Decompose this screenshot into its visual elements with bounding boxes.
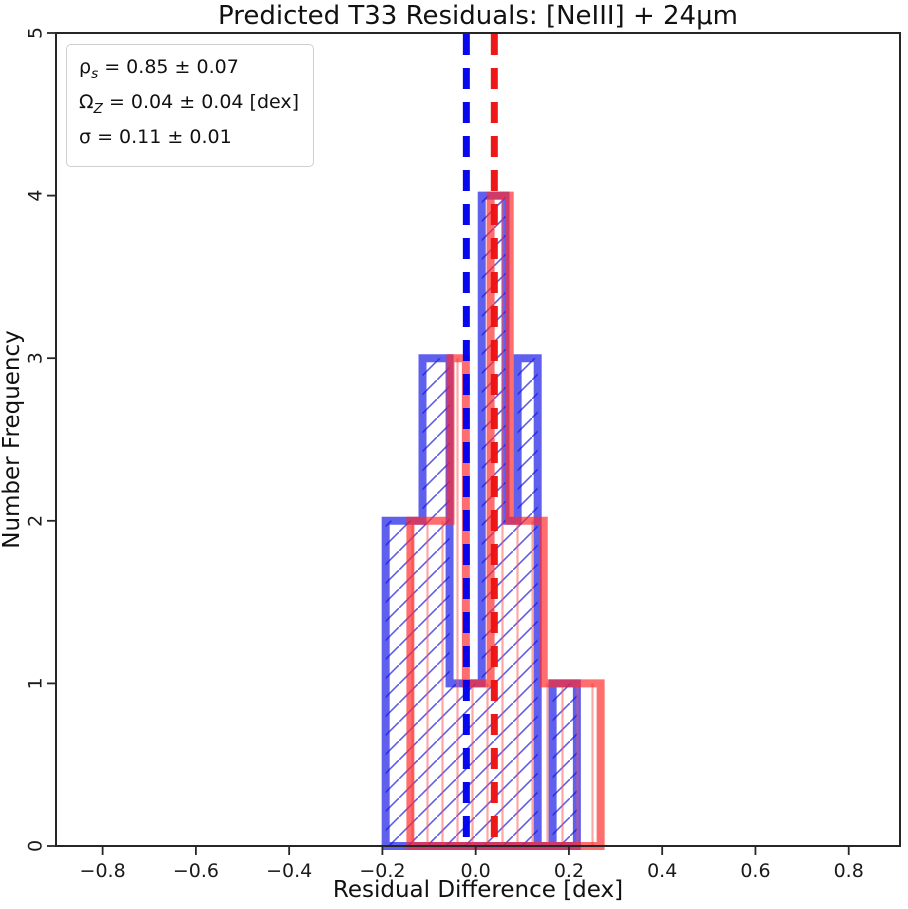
x-tick-label: 0.6 xyxy=(740,860,770,882)
y-tick-label: 5 xyxy=(25,27,47,39)
x-axis-label: Residual Difference [dex] xyxy=(333,877,623,903)
plot-border xyxy=(55,32,901,847)
omega-subscript: Z xyxy=(93,100,103,117)
y-tick-label: 2 xyxy=(25,515,47,527)
y-tick-label: 0 xyxy=(25,840,47,852)
chart-title: Predicted T33 Residuals: [NeIII] + 24μm xyxy=(218,1,738,31)
stat-line-omega: ΩZ = 0.04 ± 0.04 [dex] xyxy=(79,88,299,123)
omega-value: = 0.04 ± 0.04 [dex] xyxy=(102,90,300,113)
x-tick-label: −0.4 xyxy=(266,860,312,882)
rho-value: = 0.85 ± 0.07 xyxy=(98,56,239,78)
y-axis-label: Number Frequency xyxy=(0,330,25,549)
y-tick-label: 4 xyxy=(25,190,47,202)
y-axis: 0 1 2 3 4 5 xyxy=(25,27,56,852)
stat-line-sigma: σ = 0.11 ± 0.01 xyxy=(79,123,299,158)
x-tick-label: −0.2 xyxy=(359,860,405,882)
y-tick-label: 1 xyxy=(25,677,47,689)
x-tick-label: 0.2 xyxy=(554,860,584,882)
x-tick-label: −0.6 xyxy=(173,860,219,882)
rho-subscript: s xyxy=(91,65,99,82)
omega-symbol: Ω xyxy=(79,90,94,113)
sigma-symbol: σ xyxy=(79,125,92,148)
rho-symbol: ρ xyxy=(79,56,92,78)
sigma-value: = 0.11 ± 0.01 xyxy=(91,125,232,148)
y-tick-label: 3 xyxy=(25,352,47,364)
stat-line-rho: ρs = 0.85 ± 0.07 xyxy=(79,53,299,88)
stats-box: ρs = 0.85 ± 0.07 ΩZ = 0.04 ± 0.04 [dex] … xyxy=(66,44,315,168)
x-tick-label: −0.8 xyxy=(80,860,126,882)
x-tick-label: 0.8 xyxy=(834,860,864,882)
x-tick-label: 0.4 xyxy=(647,860,677,882)
x-axis: −0.8 −0.6 −0.4 −0.2 0.0 0.2 0.4 0.6 0.8 xyxy=(80,846,864,882)
x-tick-label: 0.0 xyxy=(461,860,491,882)
red-histogram xyxy=(406,191,605,850)
